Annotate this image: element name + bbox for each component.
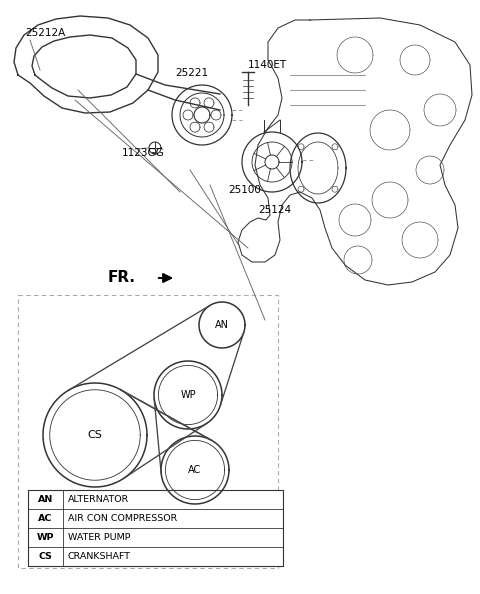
Text: CS: CS [38, 552, 52, 561]
Text: WP: WP [180, 390, 196, 400]
Text: AIR CON COMPRESSOR: AIR CON COMPRESSOR [68, 514, 177, 523]
Text: 1123GG: 1123GG [122, 148, 165, 158]
Bar [28, 490, 283, 566]
Text: AN: AN [38, 495, 53, 504]
Text: AC: AC [38, 514, 53, 523]
Text: 25100: 25100 [228, 185, 261, 195]
Text: AN: AN [215, 320, 229, 330]
Text: ALTERNATOR: ALTERNATOR [68, 495, 129, 504]
Text: CRANKSHAFT: CRANKSHAFT [68, 552, 131, 561]
Text: 25212A: 25212A [25, 28, 65, 38]
Text: 25124: 25124 [258, 205, 291, 215]
Text: 25221: 25221 [175, 68, 208, 78]
Text: WP: WP [37, 533, 54, 542]
Text: CS: CS [87, 430, 102, 440]
Text: FR.: FR. [108, 270, 136, 286]
Text: WATER PUMP: WATER PUMP [68, 533, 131, 542]
Text: AC: AC [188, 465, 202, 475]
Text: 1140ET: 1140ET [248, 60, 287, 70]
